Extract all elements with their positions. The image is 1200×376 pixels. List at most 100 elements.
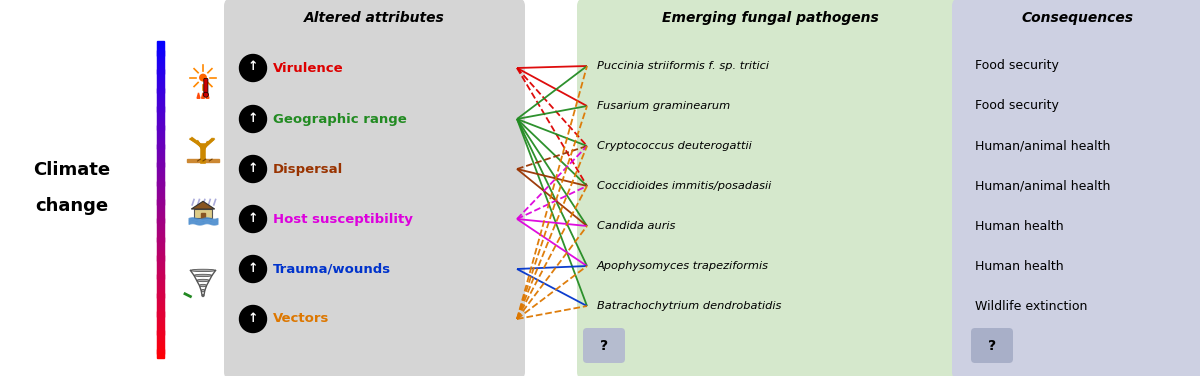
Bar bbox=[157, 167, 164, 169]
Bar bbox=[157, 60, 164, 61]
Bar bbox=[157, 280, 164, 282]
Bar bbox=[157, 55, 164, 56]
Bar bbox=[157, 328, 164, 329]
Text: Emerging fungal pathogens: Emerging fungal pathogens bbox=[661, 11, 878, 25]
Bar bbox=[157, 176, 164, 177]
Bar bbox=[157, 163, 164, 165]
Bar bbox=[157, 74, 164, 76]
Bar bbox=[157, 67, 164, 68]
Bar bbox=[157, 255, 164, 256]
Bar bbox=[157, 189, 164, 190]
Bar bbox=[157, 172, 164, 173]
Bar bbox=[157, 293, 164, 295]
Bar bbox=[157, 77, 164, 78]
Bar bbox=[157, 315, 164, 317]
Bar bbox=[157, 69, 164, 71]
Bar bbox=[157, 251, 164, 252]
Bar bbox=[157, 288, 164, 289]
Bar bbox=[157, 236, 164, 238]
Bar bbox=[157, 157, 164, 158]
Ellipse shape bbox=[194, 274, 212, 277]
Bar bbox=[157, 276, 164, 278]
Bar bbox=[157, 299, 164, 300]
Bar bbox=[157, 130, 164, 132]
Text: Host susceptibility: Host susceptibility bbox=[274, 212, 413, 226]
Bar bbox=[157, 339, 164, 340]
Bar bbox=[157, 208, 164, 209]
Bar bbox=[157, 213, 164, 214]
Bar bbox=[157, 151, 164, 152]
Bar bbox=[157, 142, 164, 144]
Bar bbox=[157, 241, 164, 243]
Bar bbox=[157, 219, 164, 221]
Bar bbox=[157, 52, 164, 54]
Text: Cryptococcus deuterogattii: Cryptococcus deuterogattii bbox=[598, 141, 751, 151]
Bar bbox=[157, 223, 164, 225]
Bar bbox=[157, 64, 164, 65]
Bar bbox=[157, 66, 164, 67]
Bar bbox=[157, 235, 164, 237]
Text: Geographic range: Geographic range bbox=[274, 112, 407, 126]
FancyBboxPatch shape bbox=[224, 0, 526, 376]
Text: Trauma/wounds: Trauma/wounds bbox=[274, 262, 391, 276]
Bar bbox=[157, 192, 164, 193]
Bar bbox=[157, 321, 164, 322]
Bar bbox=[157, 122, 164, 123]
Bar bbox=[157, 205, 164, 206]
Bar bbox=[157, 341, 164, 342]
Bar bbox=[157, 42, 164, 43]
Text: ?: ? bbox=[600, 339, 608, 353]
Bar bbox=[157, 238, 164, 240]
Bar bbox=[157, 247, 164, 248]
Bar bbox=[157, 357, 164, 358]
Text: Food security: Food security bbox=[974, 59, 1058, 73]
Bar bbox=[157, 50, 164, 52]
Bar bbox=[157, 178, 164, 179]
Bar bbox=[157, 186, 164, 188]
Bar bbox=[157, 146, 164, 148]
Bar bbox=[157, 303, 164, 304]
Bar bbox=[157, 43, 164, 44]
Bar bbox=[157, 161, 164, 162]
Text: Puccinia striiformis f. sp. tritici: Puccinia striiformis f. sp. tritici bbox=[598, 61, 769, 71]
Bar bbox=[157, 141, 164, 143]
Bar bbox=[157, 246, 164, 247]
Bar bbox=[157, 311, 164, 312]
Bar bbox=[157, 184, 164, 186]
Text: Consequences: Consequences bbox=[1022, 11, 1134, 25]
Text: Human health: Human health bbox=[974, 220, 1063, 232]
Bar bbox=[157, 173, 164, 174]
Bar bbox=[157, 301, 164, 302]
Bar bbox=[157, 264, 164, 265]
Bar bbox=[157, 65, 164, 66]
Bar bbox=[157, 271, 164, 272]
Bar bbox=[157, 117, 164, 118]
Bar bbox=[157, 170, 164, 171]
Bar bbox=[157, 134, 164, 135]
Bar bbox=[157, 348, 164, 350]
Bar bbox=[157, 279, 164, 280]
Bar bbox=[157, 139, 164, 140]
Bar bbox=[157, 327, 164, 328]
Bar bbox=[157, 109, 164, 111]
Bar bbox=[157, 224, 164, 226]
Bar bbox=[157, 351, 164, 353]
Bar bbox=[157, 87, 164, 89]
Bar bbox=[157, 294, 164, 296]
Ellipse shape bbox=[202, 290, 205, 292]
Bar bbox=[157, 135, 164, 136]
Bar bbox=[157, 325, 164, 326]
Bar bbox=[157, 332, 164, 334]
Bar bbox=[157, 308, 164, 309]
Bar bbox=[157, 306, 164, 307]
Bar bbox=[157, 70, 164, 72]
Polygon shape bbox=[197, 93, 200, 98]
Bar bbox=[157, 56, 164, 57]
Bar bbox=[157, 320, 164, 321]
Bar bbox=[157, 85, 164, 86]
Bar bbox=[157, 283, 164, 284]
Bar bbox=[157, 292, 164, 294]
Polygon shape bbox=[206, 93, 209, 98]
Bar bbox=[157, 318, 164, 320]
Bar bbox=[157, 106, 164, 108]
